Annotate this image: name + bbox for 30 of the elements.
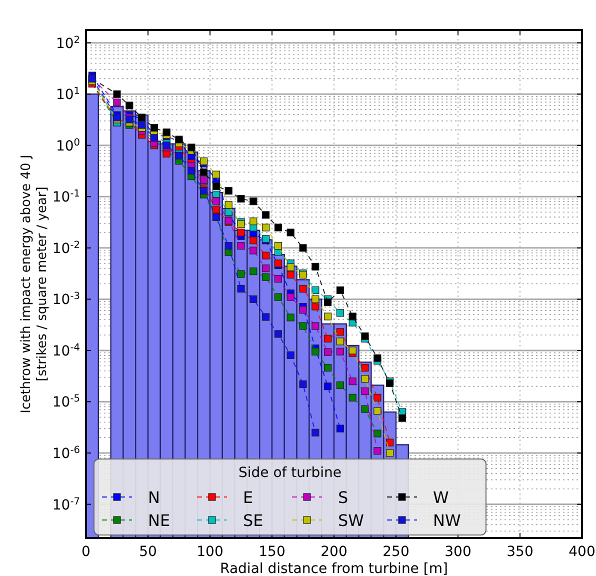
legend-label: NE	[148, 511, 170, 530]
legend-title: Side of turbine	[238, 465, 342, 481]
y-tick-label: 10$^{-6}$	[52, 444, 80, 462]
legend-label: W	[433, 488, 449, 507]
y-tick-label: 10$^{0}$	[56, 136, 80, 154]
legend-label: S	[338, 488, 348, 507]
y-tick-label: 10$^{-7}$	[52, 496, 80, 514]
x-tick-label: 100	[196, 544, 224, 560]
y-axis-title: Icethrow with impact energy above 40 J [strikes / square meter / year]	[19, 154, 50, 414]
legend-label: NW	[433, 511, 461, 530]
y-tick-label: 10$^{-2}$	[52, 239, 80, 257]
y-tick-label: 10$^{2}$	[56, 34, 80, 52]
x-tick-label: 200	[320, 544, 348, 560]
x-axis-title: Radial distance from turbine [m]	[220, 561, 448, 576]
x-tick-label: 400	[568, 544, 596, 560]
legend-label: SE	[243, 511, 264, 530]
legend-label: N	[148, 488, 160, 507]
legend-label: E	[243, 488, 254, 507]
y-tick-label: 10$^{1}$	[56, 86, 80, 104]
y-tick-label: 10$^{-3}$	[52, 290, 80, 308]
x-tick-label: 150	[258, 544, 286, 560]
x-tick-label: 250	[382, 544, 410, 560]
legend-label: SW	[338, 511, 364, 530]
x-tick-label: 50	[139, 544, 157, 560]
y-tick-label: 10$^{-4}$	[52, 342, 80, 360]
y-tick-label: 10$^{-5}$	[52, 393, 80, 411]
y-tick-label: 10$^{-1}$	[52, 188, 80, 206]
x-tick-label: 0	[82, 544, 90, 560]
x-tick-label: 350	[506, 544, 534, 560]
x-tick-label: 300	[444, 544, 472, 560]
